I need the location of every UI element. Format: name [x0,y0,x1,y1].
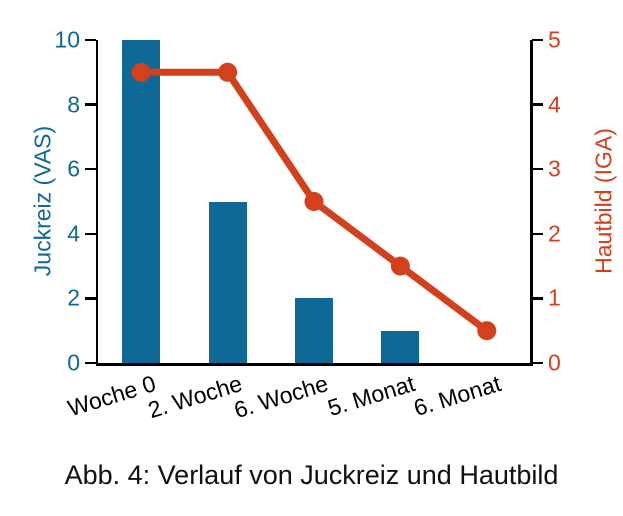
line-series [131,62,497,341]
right-spine [530,40,533,366]
bar-5-monat [381,330,420,363]
y-tick-right [532,38,543,42]
y-tick-label-right: 0 [548,349,561,376]
y-tick-left [85,361,96,365]
y-tick-left [85,38,96,42]
x-tick-label: Woche 0 [64,370,159,422]
y-axis-title-right: Hautbild (IGA) [590,128,617,274]
bottom-spine [95,363,533,366]
y-tick-label-right: 5 [548,26,561,53]
y-axis-title-left: Juckreiz (VAS) [29,125,56,277]
y-tick-label-right: 4 [548,91,561,118]
y-tick-left [85,103,96,106]
y-tick-left [85,232,96,236]
y-tick-label-left: 4 [67,220,80,247]
figure-caption: Abb. 4: Verlauf von Juckreiz und Hautbil… [64,460,559,490]
y-tick-label-right: 3 [548,155,561,182]
y-tick-label-left: 6 [67,155,80,182]
bar-woche-0 [122,40,161,363]
data-point-marker [477,321,497,341]
y-tick-right [532,297,543,300]
y-tick-label-left: 2 [67,284,80,311]
y-tick-right [532,361,543,365]
left-spine [95,40,98,366]
y-tick-label-left: 0 [67,349,80,376]
y-tick-label-left: 8 [67,91,80,118]
x-tick-label: 5. Monat [324,370,418,422]
y-tick-right [532,232,543,236]
x-tick-label: 2. Woche [144,370,245,424]
bar-2-woche [208,201,247,363]
data-point-marker [131,62,151,82]
y-tick-label-right: 1 [548,284,561,311]
x-tick-label: 6. Monat [410,370,505,422]
data-point-marker [304,192,324,211]
data-point-marker [390,256,410,276]
y-tick-right [532,103,543,106]
x-tick-label: 6. Woche [231,370,332,424]
y-tick-right [532,167,543,171]
bar-6-woche [295,298,333,363]
y-tick-left [85,167,96,171]
y-tick-left [85,297,96,300]
y-tick-label-left: 10 [54,26,80,53]
data-point-marker [218,62,238,82]
y-tick-label-right: 2 [548,220,561,247]
